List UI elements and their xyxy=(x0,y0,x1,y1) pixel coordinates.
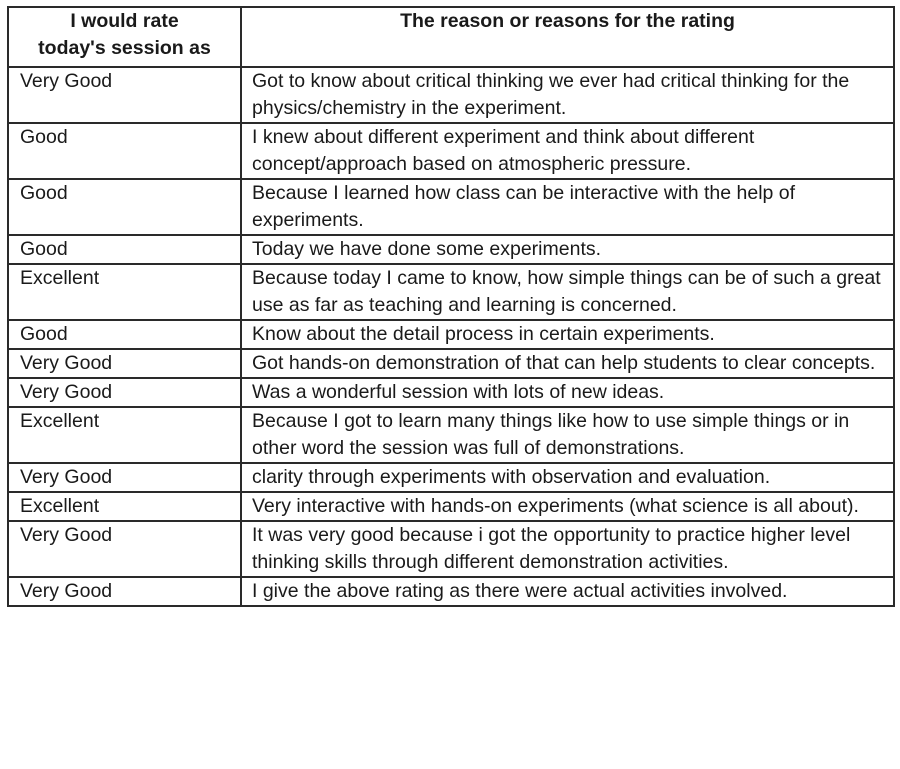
feedback-table-container: I would rate today's session as The reas… xyxy=(7,6,895,607)
reason-cell: clarity through experiments with observa… xyxy=(240,462,895,493)
reason-cell: Because I learned how class can be inter… xyxy=(240,178,895,236)
rating-cell: Excellent xyxy=(7,263,242,321)
feedback-table: I would rate today's session as The reas… xyxy=(7,6,895,607)
reason-cell: Got hands-on demonstration of that can h… xyxy=(240,348,895,379)
table-row: Very Good Got hands-on demonstration of … xyxy=(7,348,895,379)
reason-cell: Was a wonderful session with lots of new… xyxy=(240,377,895,408)
reason-cell: I give the above rating as there were ac… xyxy=(240,576,895,607)
table-row: Excellent Because today I came to know, … xyxy=(7,263,895,321)
table-row: Very Good Got to know about critical thi… xyxy=(7,66,895,124)
reason-cell: It was very good because i got the oppor… xyxy=(240,520,895,578)
reason-cell: Because I got to learn many things like … xyxy=(240,406,895,464)
reason-cell: Know about the detail process in certain… xyxy=(240,319,895,350)
rating-cell: Good xyxy=(7,178,242,236)
rating-cell: Very Good xyxy=(7,348,242,379)
rating-cell: Very Good xyxy=(7,66,242,124)
header-rating-line-2: today's session as xyxy=(38,37,211,59)
table-row: Good Know about the detail process in ce… xyxy=(7,319,895,350)
table-row: Excellent Because I got to learn many th… xyxy=(7,406,895,464)
table-header-row: I would rate today's session as The reas… xyxy=(7,6,895,68)
table-row: Excellent Very interactive with hands-on… xyxy=(7,491,895,522)
reason-cell: Very interactive with hands-on experimen… xyxy=(240,491,895,522)
table-row: Good Today we have done some experiments… xyxy=(7,234,895,265)
rating-cell: Very Good xyxy=(7,576,242,607)
rating-cell: Very Good xyxy=(7,377,242,408)
header-rating: I would rate today's session as xyxy=(7,6,242,68)
table-row: Very Good I give the above rating as the… xyxy=(7,576,895,607)
table-row: Very Good It was very good because i got… xyxy=(7,520,895,578)
reason-cell: Because today I came to know, how simple… xyxy=(240,263,895,321)
rating-cell: Excellent xyxy=(7,491,242,522)
rating-cell: Very Good xyxy=(7,520,242,578)
table-row: Very Good Was a wonderful session with l… xyxy=(7,377,895,408)
header-rating-line-1: I would rate xyxy=(70,10,179,32)
rating-cell: Good xyxy=(7,122,242,180)
rating-cell: Excellent xyxy=(7,406,242,464)
reason-cell: Got to know about critical thinking we e… xyxy=(240,66,895,124)
header-reason-line-1: The reason or reasons for the rating xyxy=(400,10,735,32)
table-row: Good I knew about different experiment a… xyxy=(7,122,895,180)
rating-cell: Good xyxy=(7,319,242,350)
rating-cell: Very Good xyxy=(7,462,242,493)
table-row: Good Because I learned how class can be … xyxy=(7,178,895,236)
rating-cell: Good xyxy=(7,234,242,265)
reason-cell: Today we have done some experiments. xyxy=(240,234,895,265)
table-row: Very Good clarity through experiments wi… xyxy=(7,462,895,493)
reason-cell: I knew about different experiment and th… xyxy=(240,122,895,180)
header-reason: The reason or reasons for the rating xyxy=(240,6,895,68)
